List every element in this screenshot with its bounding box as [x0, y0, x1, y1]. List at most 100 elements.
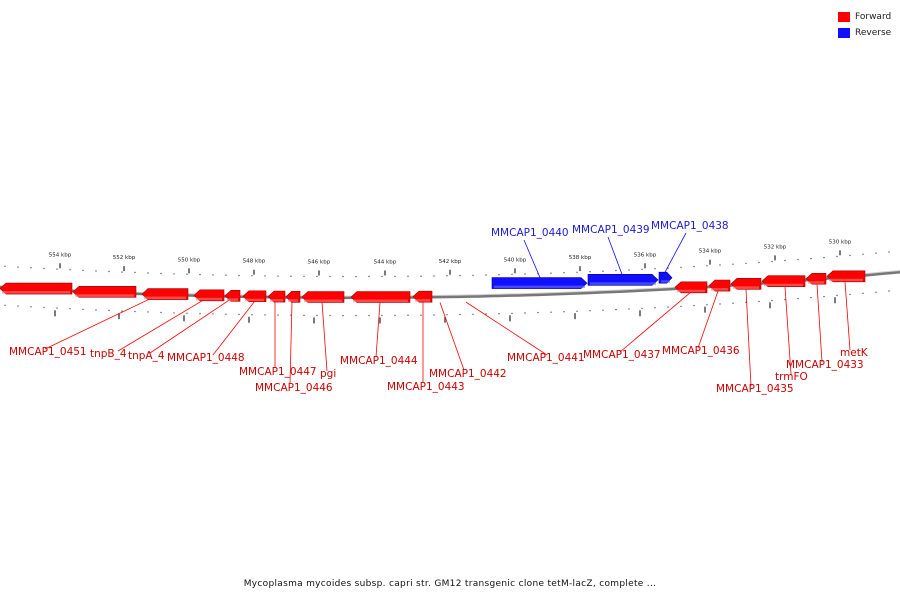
ruler-tick-label: 534 kbp: [699, 249, 722, 255]
gene-MMCAP1_0451[interactable]: MMCAP1_0451: [0, 282, 161, 358]
gene-MMCAP1_0448[interactable]: MMCAP1_0448: [167, 289, 256, 364]
gene-MMCAP1_0433[interactable]: MMCAP1_0433: [786, 272, 864, 371]
gene-label: MMCAP1_0440: [491, 227, 569, 239]
gene-leader-line: [44, 293, 161, 350]
gene-MMCAP1_0440[interactable]: MMCAP1_0440: [491, 227, 588, 289]
ruler-dot: [589, 310, 591, 312]
legend: Forward Reverse: [838, 9, 891, 41]
ruler-dot: [329, 275, 331, 278]
gene-MMCAP1_0444[interactable]: MMCAP1_0444: [285, 290, 418, 367]
ruler-dot: [43, 306, 45, 309]
ruler-dot: [381, 275, 383, 278]
ruler-dot: [602, 309, 604, 311]
ruler-dot: [784, 259, 786, 262]
gene-pgi[interactable]: pgi: [267, 290, 336, 380]
ruler-dot: [667, 306, 669, 308]
ruler-tick-label: 530 kbp: [829, 239, 852, 245]
ruler-dot: [641, 307, 643, 310]
gene-leader-line: [212, 300, 256, 356]
gene-MMCAP1_0439[interactable]: MMCAP1_0439: [572, 224, 659, 286]
gene-leader-line: [844, 281, 851, 351]
gene-arrow-shade: [353, 299, 408, 302]
gene-leader-line: [439, 302, 465, 371]
ruler-dot: [160, 311, 162, 314]
gene-MMCAP1_0446[interactable]: MMCAP1_0446: [242, 290, 333, 394]
ruler-dot: [368, 314, 370, 317]
ruler-dot: [212, 274, 214, 276]
gene-MMCAP1_0447[interactable]: MMCAP1_0447: [224, 290, 317, 378]
ruler-dot: [602, 270, 604, 272]
gene-arrow-shade: [415, 299, 430, 302]
gene-label: MMCAP1_0442: [429, 368, 507, 380]
gene-leader-line: [523, 239, 541, 278]
gene-metK[interactable]: metK: [826, 270, 869, 359]
ruler-dot: [615, 308, 617, 311]
gene-MMCAP1_0442[interactable]: MMCAP1_0442: [350, 291, 507, 380]
ruler-dot: [433, 275, 435, 277]
gene-label: metK: [840, 347, 869, 359]
ruler-dot: [654, 268, 656, 270]
ruler-dot: [121, 310, 123, 312]
gene-tnpB_4[interactable]: tnpB_4: [72, 286, 209, 360]
ruler-dot: [693, 265, 695, 268]
ruler-tick-label: 550 kbp: [178, 257, 201, 263]
ruler-dot: [706, 265, 708, 267]
gene-label: MMCAP1_0451: [9, 346, 87, 358]
ruler-dot: [17, 266, 19, 268]
gene-label: MMCAP1_0446: [255, 382, 333, 394]
ruler-dot: [173, 273, 175, 275]
ruler-dot: [433, 314, 435, 316]
ruler-dot: [316, 275, 318, 278]
gene-label: tnpA_4: [128, 350, 165, 362]
ruler-dot: [758, 261, 760, 264]
gene-MMCAP1_0437[interactable]: MMCAP1_0437: [583, 281, 708, 361]
gene-label: MMCAP1_0447: [239, 366, 317, 378]
ruler-dot: [797, 258, 799, 261]
ruler-dot: [407, 314, 409, 316]
ruler-dot: [680, 305, 682, 308]
gene-MMCAP1_0435[interactable]: MMCAP1_0435: [716, 278, 794, 395]
gene-MMCAP1_0438[interactable]: MMCAP1_0438: [651, 220, 729, 284]
ruler-dot: [108, 309, 110, 312]
gene-leader-line: [117, 296, 209, 352]
ruler-dot: [589, 271, 591, 273]
ruler-tick-label: 546 kbp: [308, 259, 331, 265]
ruler-dot: [758, 300, 760, 303]
gene-label: MMCAP1_0438: [651, 220, 729, 232]
legend-item-reverse: Reverse: [838, 25, 891, 41]
gene-tnpA_4[interactable]: tnpA_4: [128, 288, 231, 362]
gene-arrow-shade: [733, 286, 759, 289]
ruler-dot: [173, 312, 175, 314]
ruler-dot: [394, 275, 396, 278]
ruler-dot: [511, 273, 513, 276]
ruler-dot: [563, 272, 565, 274]
forward-swatch-icon: [838, 12, 850, 22]
map-caption: Mycoplasma mycoides subsp. capri str. GM…: [243, 579, 657, 589]
gene-label: MMCAP1_0439: [572, 224, 650, 236]
ruler-tick-label: 532 kbp: [764, 244, 787, 250]
ruler-tick-label: 552 kbp: [113, 255, 136, 261]
ruler-dot: [459, 313, 461, 316]
ruler-dot: [355, 275, 357, 278]
ruler-dot: [134, 271, 136, 274]
ruler-dot: [108, 270, 110, 273]
gene-arrow-shade: [2, 291, 70, 294]
gene-MMCAP1_0436[interactable]: MMCAP1_0436: [662, 279, 740, 357]
gene-MMCAP1_0443[interactable]: MMCAP1_0443: [301, 291, 465, 393]
legend-label-forward: Forward: [855, 12, 892, 22]
ruler-dot: [498, 274, 500, 276]
ruler-dot: [472, 313, 474, 315]
ruler-dot: [810, 296, 812, 299]
ruler-dot: [732, 263, 734, 265]
ruler-dot: [82, 269, 84, 272]
ruler-dot: [225, 274, 227, 276]
ruler-dot: [147, 272, 149, 274]
ruler-dot: [537, 311, 539, 314]
ruler-tick-label: 548 kbp: [243, 259, 266, 265]
gene-label: MMCAP1_0436: [662, 345, 740, 357]
gene-trmFO[interactable]: trmFO: [761, 275, 808, 383]
ruler-dot: [4, 265, 6, 267]
ruler-tick-label: 544 kbp: [374, 259, 397, 265]
gene-arrow-shade: [711, 288, 728, 291]
gene-MMCAP1_0441[interactable]: MMCAP1_0441: [412, 290, 585, 364]
